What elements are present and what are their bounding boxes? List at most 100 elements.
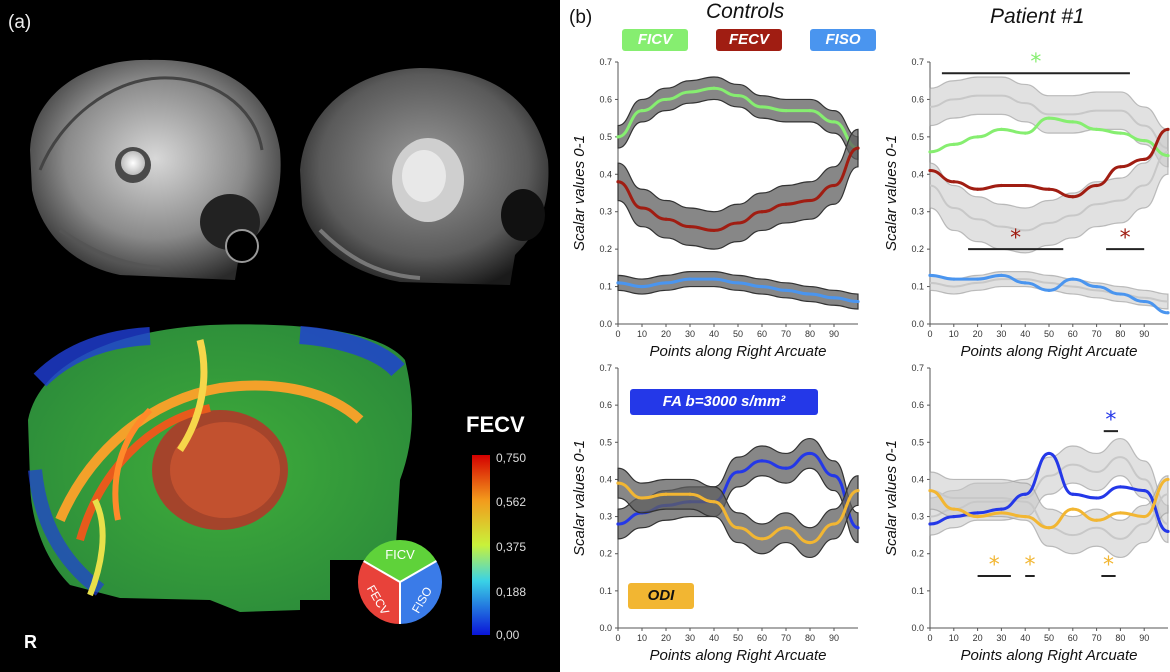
series-point [616, 281, 620, 285]
series-point [952, 507, 956, 511]
y-tick-label: 0.4 [599, 474, 612, 484]
series-point [1047, 451, 1051, 456]
series-point [640, 284, 644, 289]
x-tick-label: 40 [709, 633, 719, 643]
x-tick-label: 80 [805, 633, 815, 643]
legend-odi: ODI [628, 583, 694, 609]
series-point [1047, 116, 1051, 120]
y-tick-label: 0.3 [599, 512, 612, 522]
y-tick-label: 0.1 [599, 282, 612, 292]
panel-b-label: (b) [569, 7, 593, 28]
y-tick-label: 0.7 [911, 363, 924, 373]
legend-fa: FA b=3000 s/mm² [630, 389, 818, 415]
series-point [1095, 183, 1099, 188]
x-tick-label: 90 [829, 633, 839, 643]
x-tick-label: 80 [1115, 633, 1125, 643]
significance-star: * [1024, 553, 1035, 578]
series-point [688, 492, 692, 496]
series-point [999, 507, 1004, 511]
series-point [640, 206, 644, 210]
series-point [952, 277, 956, 281]
series-point [808, 198, 812, 203]
series-point [1142, 514, 1146, 519]
reference-line [929, 94, 1169, 150]
series-point [999, 511, 1004, 515]
x-tick-label: 0 [927, 633, 932, 643]
legend-ficv: FICV [622, 29, 688, 51]
y-tick-label: 0.7 [599, 363, 612, 373]
series-point [1118, 165, 1122, 169]
series-point [856, 299, 860, 304]
series-point [1118, 292, 1122, 296]
x-tick-label: 20 [973, 329, 983, 339]
series-point [1071, 492, 1075, 496]
series-point [952, 180, 956, 184]
x-tick-label: 20 [973, 633, 983, 643]
x-tick-label: 70 [1092, 633, 1102, 643]
series-point [760, 105, 764, 109]
significance-star: * [1105, 408, 1116, 433]
series-point [688, 90, 692, 94]
series-point [784, 288, 788, 292]
y-tick-label: 0.0 [599, 623, 612, 633]
series-point [928, 522, 932, 526]
y-tick-label: 0.0 [911, 319, 924, 329]
series-point [808, 292, 812, 296]
y-tick-label: 0.6 [911, 400, 924, 410]
series-point [616, 135, 620, 139]
y-tick-label: 0.5 [911, 132, 924, 142]
series-point [736, 470, 740, 474]
series-point [1166, 477, 1170, 482]
x-tick-label: 60 [1068, 633, 1078, 643]
series-point [784, 466, 788, 470]
column-title-patient: Patient #1 [990, 5, 1085, 28]
series-point [616, 180, 620, 184]
series-point [616, 522, 620, 526]
series-point [784, 526, 788, 530]
series-point [1095, 284, 1099, 289]
series-point [1071, 120, 1075, 124]
y-tick-label: 0.5 [911, 437, 924, 447]
y-tick-label: 0.1 [911, 282, 924, 292]
series-point [1071, 507, 1075, 511]
y-tick-label: 0.2 [911, 549, 924, 559]
legend-fiso: FISO [810, 29, 876, 51]
series-point [760, 537, 764, 541]
y-tick-label: 0.3 [911, 512, 924, 522]
x-tick-label: 30 [996, 329, 1006, 339]
orientation-label: R [24, 632, 37, 652]
x-tick-label: 10 [949, 329, 959, 339]
colorbar-tick: 0,750 [496, 451, 527, 465]
series-point [1118, 131, 1122, 135]
y-axis-label: Scalar values 0-1 [571, 440, 588, 556]
series-point [999, 127, 1004, 131]
fecv-tractography-image [28, 324, 412, 612]
x-tick-label: 40 [1020, 329, 1030, 339]
y-tick-label: 0.0 [599, 319, 612, 329]
y-tick-label: 0.7 [599, 57, 612, 67]
series-point [808, 451, 812, 456]
y-tick-label: 0.2 [911, 244, 924, 254]
y-tick-label: 0.4 [599, 169, 612, 179]
x-tick-label: 40 [1020, 633, 1030, 643]
y-axis-label: Scalar values 0-1 [883, 440, 900, 556]
series-point [664, 97, 668, 102]
x-tick-label: 0 [927, 329, 932, 339]
series-point [784, 202, 788, 206]
y-tick-label: 0.0 [911, 623, 924, 633]
y-tick-label: 0.1 [911, 586, 924, 596]
series-point [808, 109, 812, 113]
series-point [1047, 187, 1051, 191]
series-point [999, 183, 1004, 188]
colorbar-tick: 0,375 [496, 540, 527, 554]
series-point [784, 109, 788, 113]
colorbar-tick: 0,00 [496, 628, 520, 642]
series-point [1118, 485, 1122, 489]
x-tick-label: 60 [757, 329, 767, 339]
series-point [1071, 195, 1075, 199]
x-tick-label: 30 [685, 329, 695, 339]
series-point [1166, 127, 1170, 131]
x-axis-label: Points along Right Arcuate [960, 647, 1137, 664]
series-point [832, 296, 836, 300]
y-axis-label: Scalar values 0-1 [571, 135, 588, 251]
